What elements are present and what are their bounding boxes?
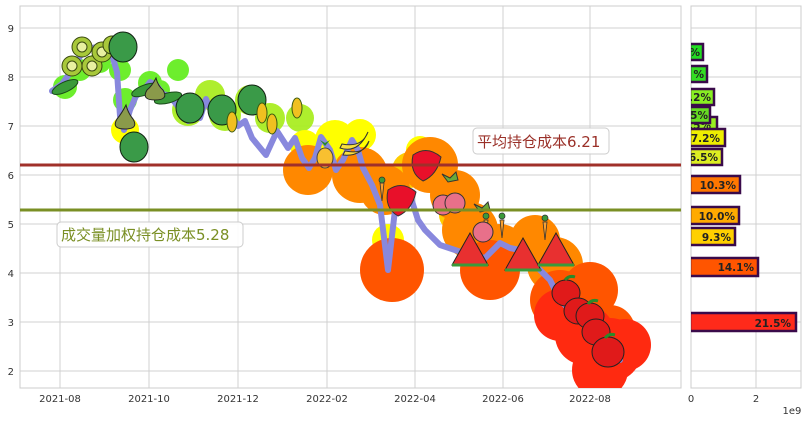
y-tick: 5: [8, 220, 14, 231]
vwap-cost-annotation: 成交量加权持仓成本5.28: [56, 221, 244, 248]
svg-text:6.5%: 6.5%: [689, 152, 719, 164]
svg-text:.2%: .2%: [689, 92, 711, 104]
histogram-bar: .2%: [689, 87, 716, 107]
x-tick: 2: [753, 394, 759, 405]
svg-text:5%: 5%: [690, 110, 708, 122]
x-tick: 2021-08: [39, 394, 81, 405]
main-y-axis: 9 8 7 6 5 4 3 2: [8, 24, 14, 378]
avg-cost-annotation: 平均持仓成本6.21: [472, 127, 610, 155]
watermelon-slice-icon: [451, 231, 575, 272]
x-tick: 2022-06: [482, 394, 524, 405]
pineapple-icon: [316, 140, 334, 169]
avg-cost-label: 平均持仓成本6.21: [477, 133, 600, 151]
histogram-bar: 21.5%: [691, 311, 798, 333]
svg-text:%: %: [693, 69, 704, 81]
histogram-bar: %: [689, 42, 705, 62]
histogram-bar: 9.3%: [691, 226, 737, 247]
right-x-axis: 0 2 1e9: [688, 394, 802, 417]
y-tick: 2: [8, 367, 14, 378]
histogram-bar: %: [691, 64, 709, 84]
corn-icon: [226, 97, 303, 135]
histogram-bar: 10.0%: [691, 205, 741, 226]
fruit-markers: [51, 31, 625, 368]
main-x-axis: 2021-08 2021-10 2021-12 2022-02 2022-04 …: [39, 394, 611, 405]
svg-text:14.1%: 14.1%: [718, 262, 755, 274]
y-tick: 6: [8, 171, 14, 182]
histogram-bar: 14.1%: [691, 256, 760, 278]
x-tick: 0: [688, 394, 694, 405]
histogram-bar: 5%: [690, 105, 712, 125]
svg-text:9.3%: 9.3%: [702, 232, 732, 244]
x-tick: 2022-02: [306, 394, 348, 405]
svg-text:10.3%: 10.3%: [700, 180, 737, 192]
axis-exponent-label: 1e9: [783, 406, 802, 417]
banana-icon: [339, 131, 370, 156]
svg-text:10.0%: 10.0%: [699, 211, 736, 223]
y-tick: 8: [8, 73, 14, 84]
y-tick: 9: [8, 24, 14, 35]
svg-text:21.5%: 21.5%: [755, 318, 792, 330]
y-tick: 7: [8, 122, 14, 133]
x-tick: 2021-12: [217, 394, 259, 405]
apple-icon: [551, 274, 625, 368]
x-tick: 2021-10: [128, 394, 170, 405]
x-tick: 2022-08: [569, 394, 611, 405]
x-tick: 2022-04: [394, 394, 436, 405]
histogram-bar: 6.5%: [689, 147, 724, 167]
volume-distribution-panel: % % .2% .5% 5% 7.2%: [688, 5, 802, 417]
main-plot-area: 平均持仓成本6.21 成交量加权持仓成本5.28 9 8 7 6 5 4 3 2…: [8, 5, 682, 405]
y-tick: 3: [8, 318, 14, 329]
kiwi-icon: [61, 35, 122, 77]
histogram-bar: 10.3%: [691, 174, 742, 195]
y-tick: 4: [8, 269, 14, 280]
vwap-cost-label: 成交量加权持仓成本5.28: [61, 226, 229, 244]
histogram-bar: 7.2%: [691, 127, 727, 148]
svg-text:%: %: [689, 47, 700, 59]
pear-icon: [114, 76, 166, 130]
svg-text:7.2%: 7.2%: [691, 133, 721, 145]
